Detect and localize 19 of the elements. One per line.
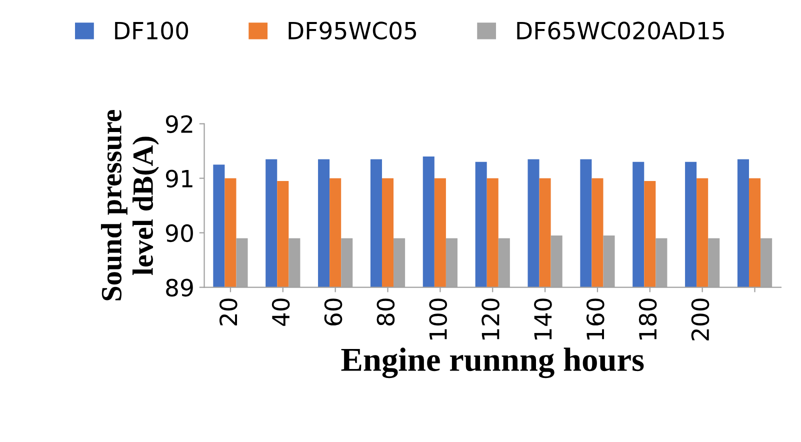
y-tick-label: 92 — [166, 115, 192, 134]
y-axis-title: Sound pressure level dB(A) — [100, 110, 159, 300]
x-tick-label: 140 — [534, 298, 552, 340]
x-tick-label: 20 — [219, 298, 238, 326]
y-tick-label: 89 — [166, 278, 193, 297]
x-tick-label: 60 — [324, 298, 342, 326]
y-tick-label: 91 — [166, 170, 192, 188]
legend-label: DF65WC020AD15 — [517, 22, 724, 40]
x-tick-label: 100 — [429, 298, 448, 340]
x-tick-label: 120 — [482, 298, 500, 340]
x-tick-label: 80 — [376, 298, 395, 326]
x-tick-label: 160 — [586, 298, 604, 340]
x-axis-title: Engine runnng hours — [341, 348, 644, 378]
y-tick-label: 90 — [166, 224, 193, 242]
x-tick-label: 200 — [691, 298, 710, 340]
x-tick-label: 180 — [638, 298, 657, 340]
legend-label: DF95WC05 — [288, 22, 416, 40]
legend-label: DF100 — [115, 22, 188, 40]
x-tick-label: 40 — [272, 298, 290, 326]
